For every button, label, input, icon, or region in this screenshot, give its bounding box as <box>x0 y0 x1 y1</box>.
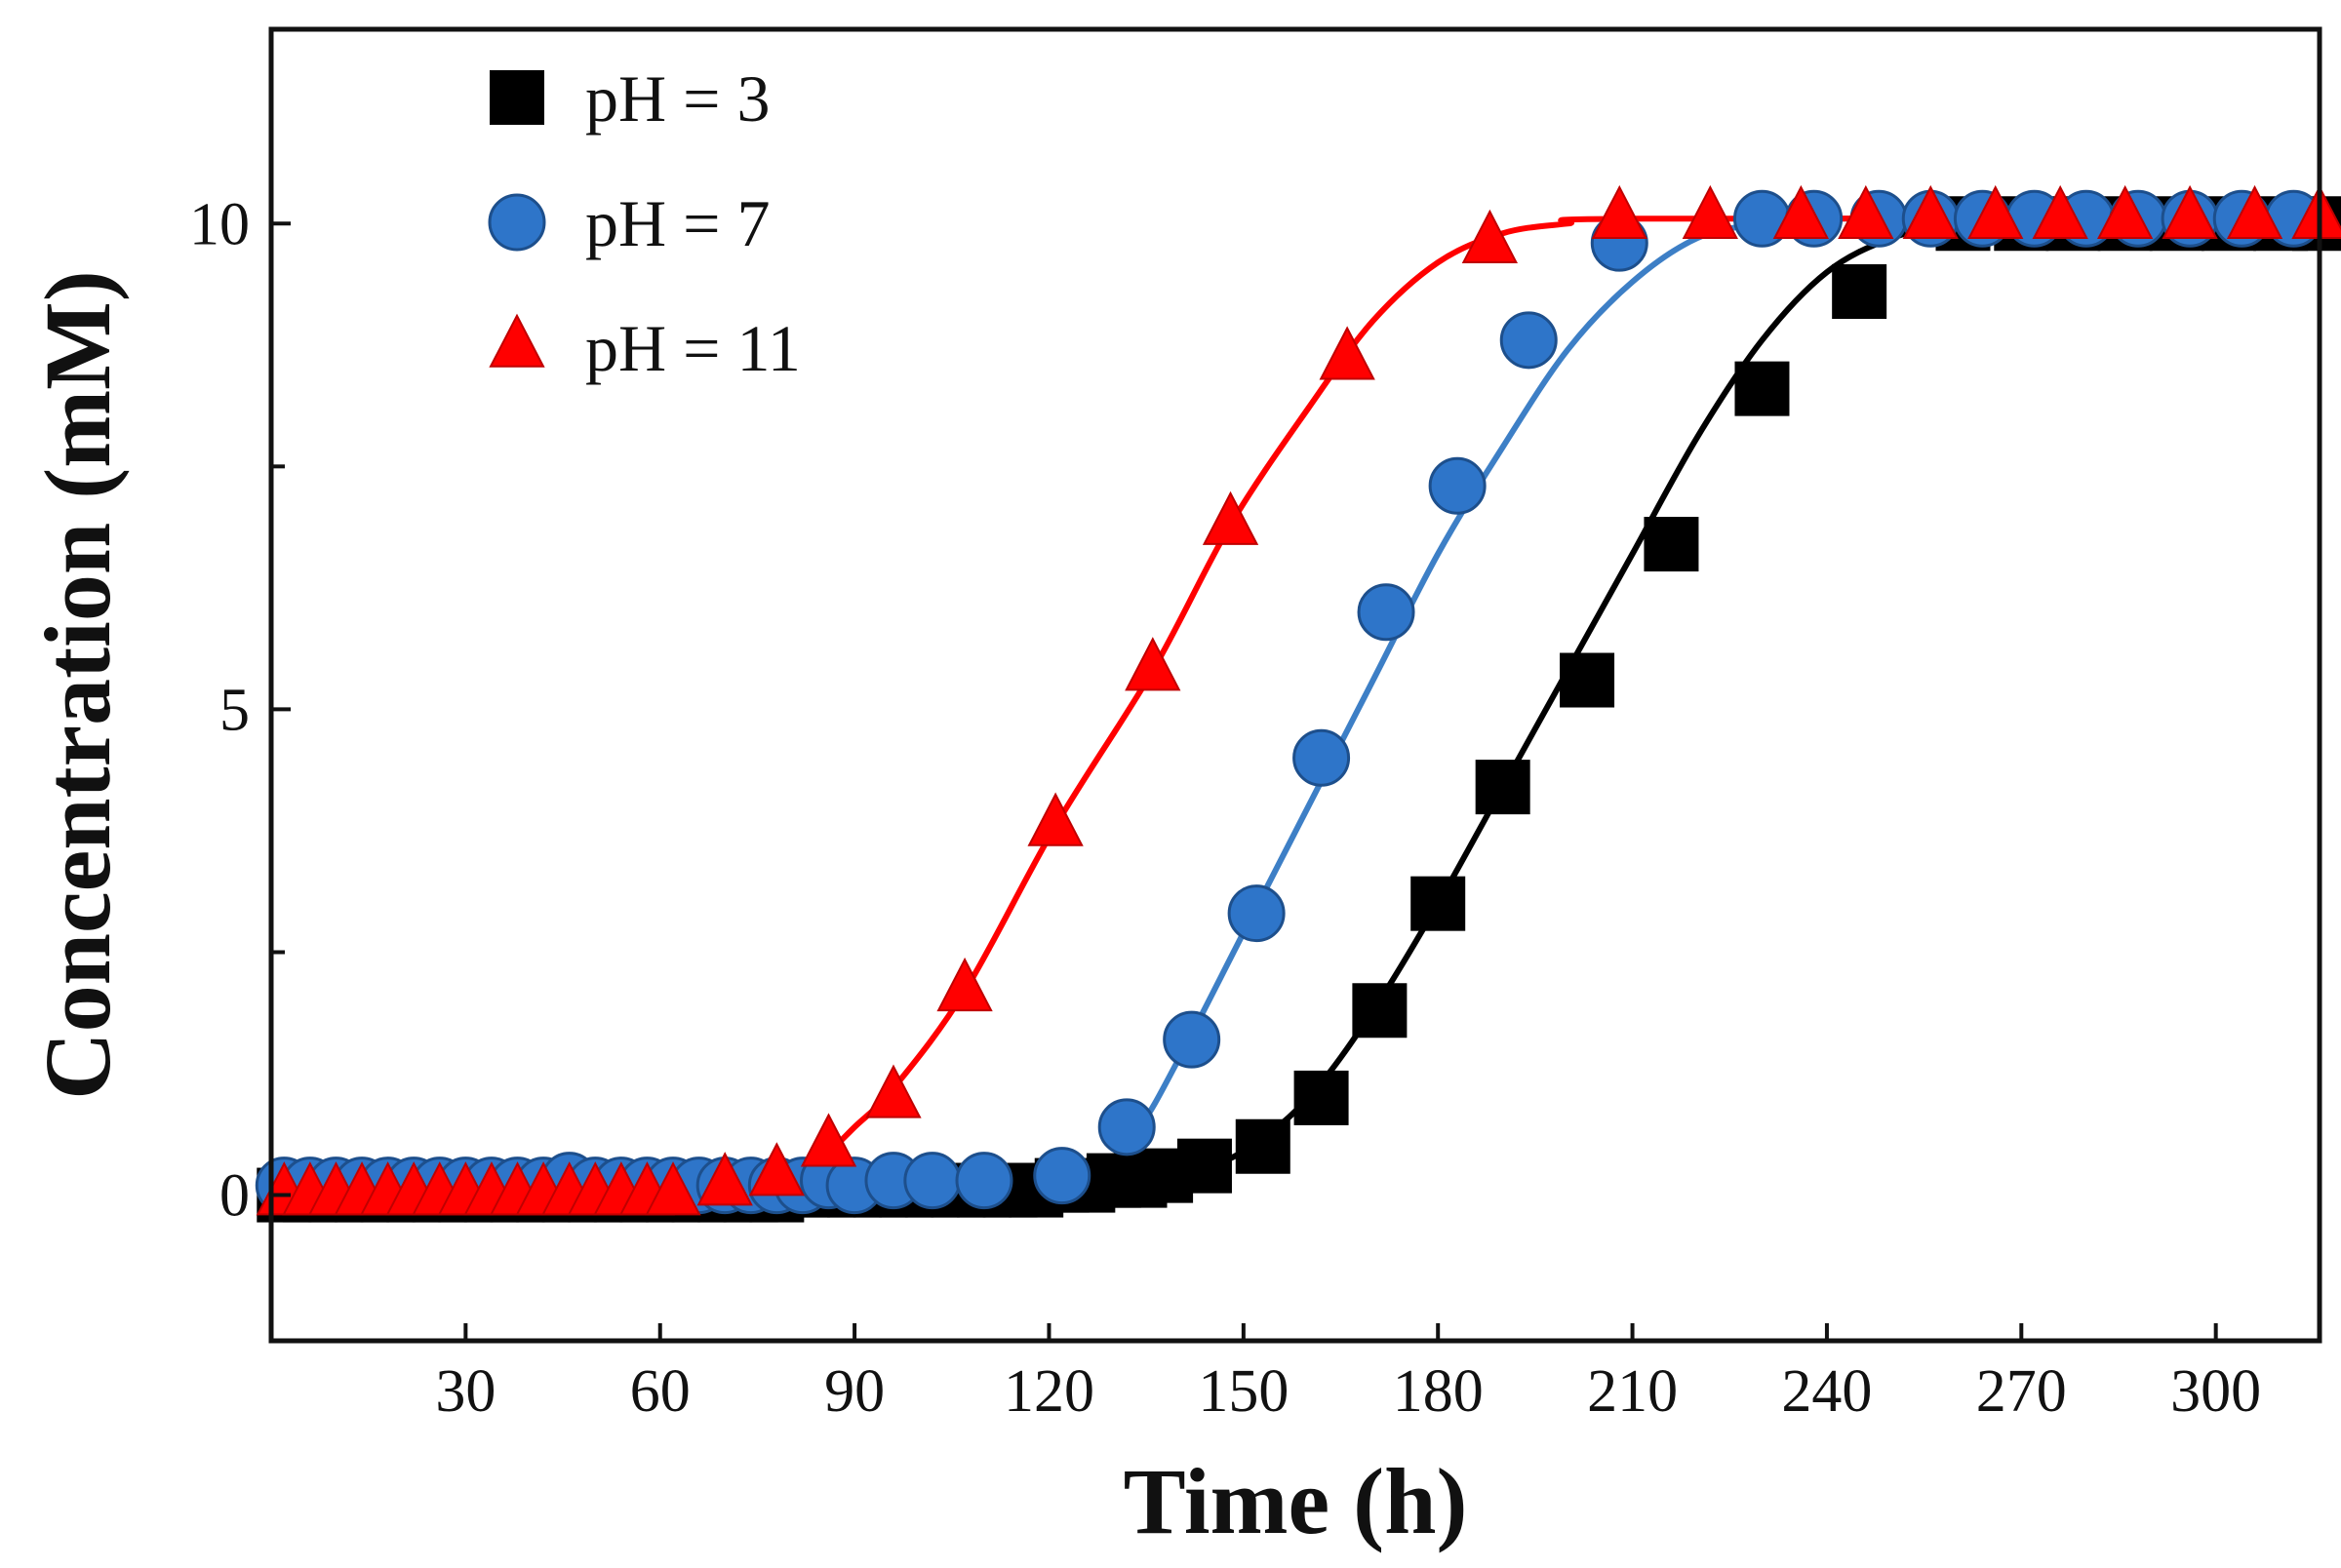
data-point-ph-11 <box>1319 326 1375 380</box>
series-ph-11 <box>256 184 2341 1216</box>
data-point-ph-11 <box>1772 184 1830 240</box>
legend: pH = 3 pH = 7 pH = 11 <box>488 61 801 385</box>
x-tick-label: 240 <box>1781 1358 1872 1425</box>
data-point-ph-11 <box>1591 184 1647 240</box>
legend-marker-ph-3 <box>490 70 544 125</box>
legend-label: pH = 7 <box>585 186 770 260</box>
data-point-ph-3 <box>1235 1118 1290 1174</box>
data-point-ph-11 <box>696 1152 753 1206</box>
data-point-ph-3 <box>1644 517 1699 572</box>
data-point-ph-3 <box>1832 264 1887 319</box>
data-point-ph-11 <box>1967 184 2024 240</box>
data-point-ph-7 <box>1097 1098 1156 1156</box>
data-point-ph-11 <box>1202 490 1259 545</box>
data-point-ph-11 <box>1461 209 1519 263</box>
legend-label: pH = 11 <box>585 311 801 385</box>
legend-label: pH = 3 <box>585 61 770 136</box>
data-point-ph-3 <box>1293 1070 1349 1125</box>
plot-frame <box>268 26 2322 1344</box>
data-point-ph-3 <box>1176 1138 1232 1194</box>
y-tick-label: 10 <box>189 191 250 257</box>
data-point-ph-11 <box>2032 184 2088 240</box>
x-tick-label: 270 <box>1976 1358 2067 1425</box>
x-tick-label: 60 <box>630 1358 691 1425</box>
data-point-ph-11 <box>1027 792 1084 846</box>
data-point-ph-11 <box>865 1064 922 1118</box>
x-tick-label: 210 <box>1587 1358 1678 1425</box>
x-tick-label: 120 <box>1004 1358 1094 1425</box>
legend-marker-ph-11 <box>489 313 545 368</box>
x-axis-title: Time (h) <box>1124 1449 1468 1553</box>
data-point-ph-7 <box>1163 1010 1221 1069</box>
legend-marker-ph-7 <box>488 193 546 252</box>
data-point-ph-11 <box>1682 184 1738 240</box>
data-point-ph-11 <box>748 1142 806 1196</box>
axis-ticks: 30 60 90 120 150 180 210 240 270 300 0 5 10 <box>189 191 2261 1425</box>
data-point-ph-7 <box>1428 456 1487 515</box>
data-point-ph-7 <box>1227 884 1286 943</box>
data-point-ph-7 <box>955 1152 1013 1210</box>
x-tick-label: 180 <box>1393 1358 1484 1425</box>
data-point-ph-11 <box>2162 184 2218 240</box>
data-point-ph-11 <box>1902 184 1959 240</box>
y-tick-label: 5 <box>219 677 250 743</box>
x-tick-label: 30 <box>435 1358 496 1425</box>
y-tick-label: 0 <box>219 1163 250 1230</box>
x-tick-label: 90 <box>824 1358 885 1425</box>
data-point-ph-11 <box>800 1113 857 1167</box>
x-tick-label: 300 <box>2170 1358 2261 1425</box>
data-point-ph-3 <box>1560 652 1615 708</box>
data-point-ph-3 <box>1352 983 1408 1039</box>
x-tick-label: 150 <box>1198 1358 1289 1425</box>
y-axis-title: Concentration (mM) <box>25 270 130 1099</box>
data-point-ph-11 <box>2096 184 2154 240</box>
data-point-ph-3 <box>1410 876 1466 931</box>
data-point-ph-7 <box>1292 728 1351 787</box>
data-point-ph-7 <box>1357 583 1415 642</box>
data-point-ph-11 <box>1125 637 1181 691</box>
data-point-ph-7 <box>903 1152 962 1210</box>
data-point-ph-11 <box>936 957 993 1012</box>
data-point-ph-11 <box>2226 184 2283 240</box>
data-markers <box>255 184 2341 1223</box>
data-point-ph-3 <box>1475 760 1530 815</box>
data-point-ph-7 <box>1033 1147 1091 1205</box>
data-point-ph-11 <box>645 1161 701 1216</box>
data-point-ph-3 <box>1734 361 1790 416</box>
data-point-ph-11 <box>1838 184 1894 240</box>
data-point-ph-7 <box>1499 311 1558 370</box>
